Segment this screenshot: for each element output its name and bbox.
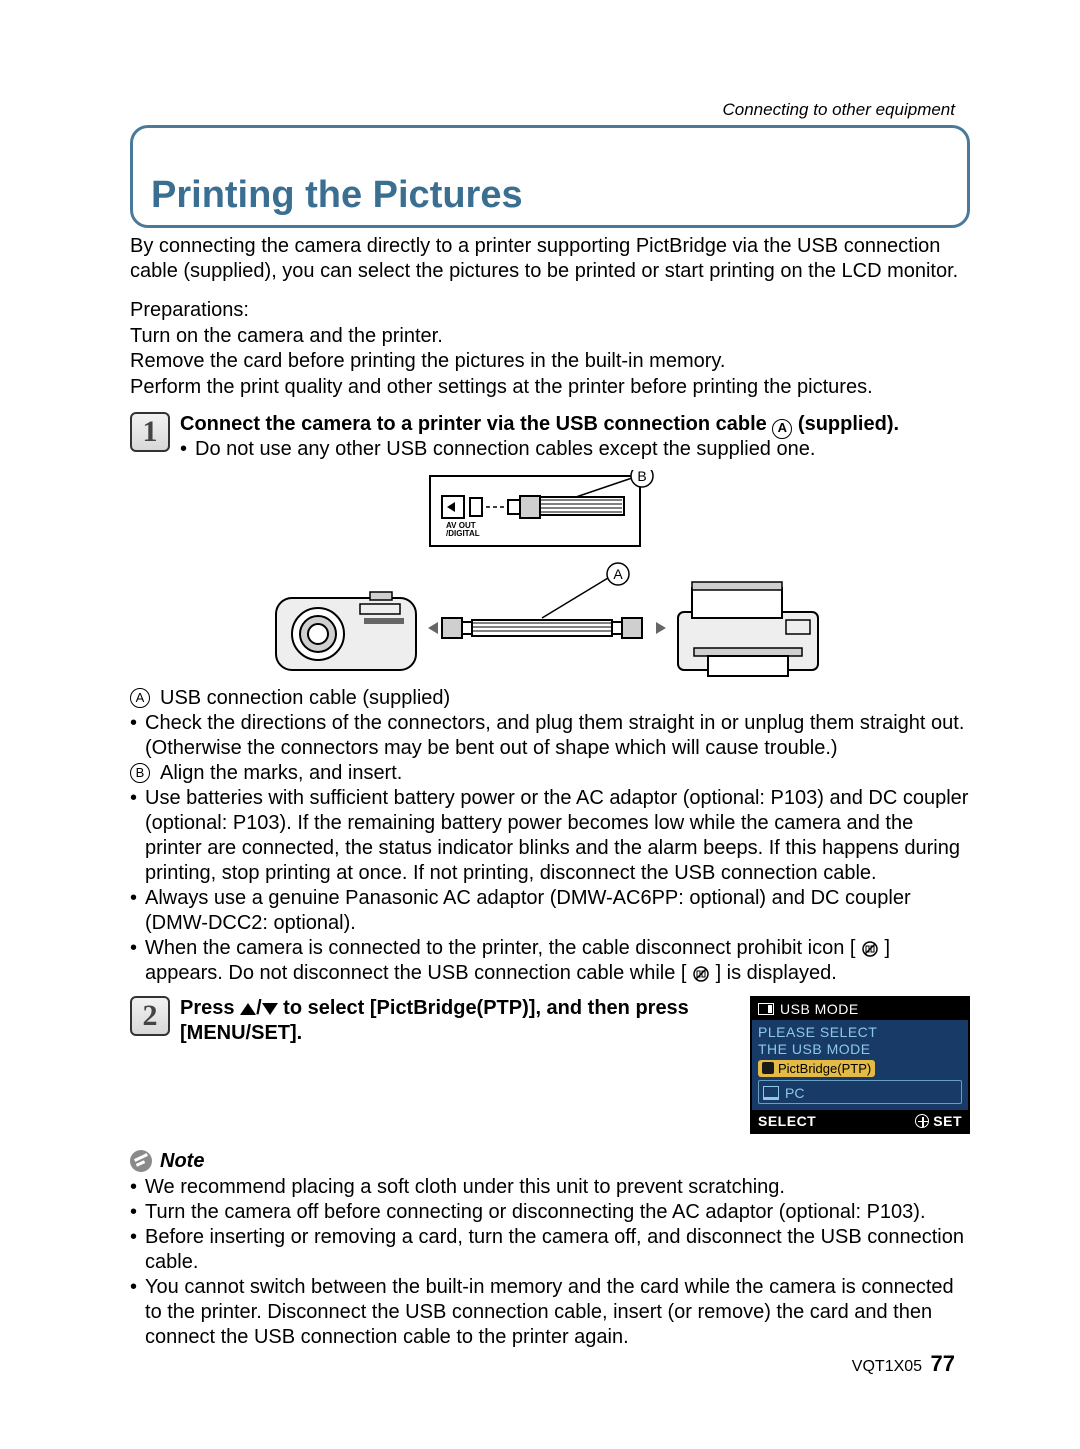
usb-select-label: SELECT — [758, 1113, 816, 1129]
note-bullet: You cannot switch between the built-in m… — [145, 1275, 970, 1350]
pictbridge-icon — [762, 1062, 774, 1074]
intro-text: By connecting the camera directly to a p… — [130, 234, 970, 284]
usb-screen-line2: THE USB MODE — [758, 1041, 962, 1058]
step-1: 1 Connect the camera to a printer via th… — [130, 412, 970, 462]
usb-screen-title: USB MODE — [752, 998, 968, 1020]
bullet-icon: • — [130, 711, 137, 761]
note-bullet: We recommend placing a soft cloth under … — [145, 1175, 785, 1200]
up-arrow-icon — [240, 1003, 256, 1015]
prep-line: Turn on the camera and the printer. — [130, 324, 970, 350]
note-bullets: • We recommend placing a soft cloth under… — [130, 1175, 970, 1350]
step1-heading: Connect the camera to a printer via the … — [180, 412, 970, 437]
prep-line: Remove the card before printing the pict… — [130, 349, 970, 375]
svg-text:/DIGITAL: /DIGITAL — [446, 529, 480, 538]
note-bullet: Turn the camera off before connecting or… — [145, 1200, 925, 1225]
usb-option-pc: PC — [763, 1085, 957, 1101]
prep-heading: Preparations: — [130, 298, 970, 324]
bullet-icon: • — [130, 1200, 137, 1225]
menu-set-icon — [915, 1114, 929, 1128]
note-bullet: Before inserting or removing a card, tur… — [145, 1225, 970, 1275]
bullet-icon: • — [130, 1175, 137, 1200]
usb-option-pictbridge: PictBridge(PTP) — [758, 1060, 962, 1077]
labeled-notes: A USB connection cable (supplied) •Check… — [130, 686, 970, 986]
step1-sub: Do not use any other USB connection cabl… — [195, 437, 815, 462]
prep-line: Perform the print quality and other sett… — [130, 375, 970, 401]
usb-set-label: SET — [933, 1113, 962, 1129]
circled-letter-b: B — [130, 763, 150, 783]
bullet-text: Check the directions of the connectors, … — [145, 711, 970, 761]
svg-text:B: B — [637, 470, 646, 484]
card-icon — [758, 1003, 774, 1015]
circled-letter-a: A — [130, 688, 150, 708]
step-number-icon: 2 — [130, 996, 170, 1036]
bullet-text: Use batteries with sufficient battery po… — [145, 786, 970, 886]
prohibit-icon — [861, 940, 879, 958]
bullet-text: Always use a genuine Panasonic AC adapto… — [145, 886, 970, 936]
note-icon — [130, 1150, 152, 1172]
bullet-icon: • — [180, 437, 187, 462]
svg-text:A: A — [613, 566, 623, 582]
doc-code: VQT1X05 — [852, 1358, 922, 1375]
title-box: Printing the Pictures — [130, 125, 970, 228]
label-a-text: USB connection cable (supplied) — [160, 686, 450, 711]
bullet-icon: • — [130, 1275, 137, 1350]
step2-heading: Press / to select [PictBridge(PTP)], and… — [180, 996, 712, 1046]
note-label: Note — [160, 1150, 204, 1173]
bullet-icon: • — [130, 786, 137, 886]
usb-mode-screen: USB MODE PLEASE SELECT THE USB MODE Pict… — [750, 996, 970, 1134]
prohibit-icon — [692, 965, 710, 983]
step-number-icon: 1 — [130, 412, 170, 452]
connection-diagram: AV OUT /DIGITAL B — [270, 470, 830, 680]
preparations: Preparations: Turn on the camera and the… — [130, 298, 970, 400]
section-header: Connecting to other equipment — [723, 100, 956, 120]
step-2: 2 Press / to select [PictBridge(PTP)], a… — [130, 996, 970, 1134]
label-b-text: Align the marks, and insert. — [160, 761, 402, 786]
bullet-icon: • — [130, 886, 137, 936]
page-number: 77 — [931, 1351, 955, 1376]
down-arrow-icon — [262, 1003, 278, 1015]
circled-letter-a: A — [772, 419, 792, 439]
usb-screen-line1: PLEASE SELECT — [758, 1024, 962, 1041]
footer: VQT1X05 77 — [852, 1351, 955, 1377]
bullet-icon: • — [130, 936, 137, 986]
note-header: Note — [130, 1150, 970, 1173]
pc-icon — [763, 1086, 779, 1100]
bullet-icon: • — [130, 1225, 137, 1275]
bullet-text: When the camera is connected to the prin… — [145, 936, 970, 986]
page-title: Printing the Pictures — [151, 174, 949, 217]
